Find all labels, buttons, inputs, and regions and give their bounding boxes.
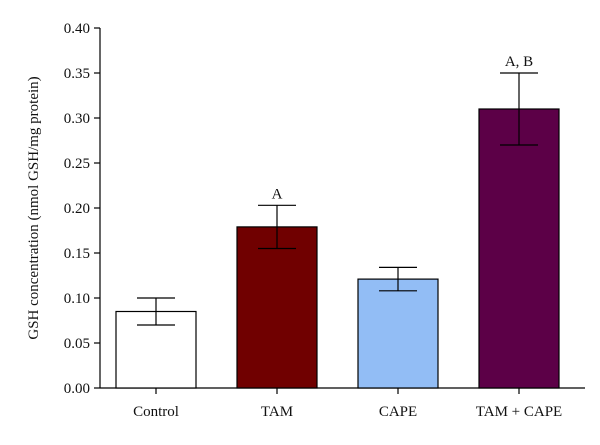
y-tick-label: 0.40	[64, 21, 90, 37]
x-tick-label: TAM + CAPE	[476, 404, 562, 420]
bar-tam-cape	[478, 108, 560, 389]
y-tick-label: 0.15	[64, 246, 90, 262]
x-tick-label: TAM	[261, 404, 293, 420]
significance-label: A, B	[505, 54, 533, 70]
bar-cape	[357, 278, 439, 389]
y-tick-label: 0.10	[64, 291, 90, 307]
y-tick-label: 0.25	[64, 156, 90, 172]
y-axis-title-group: GSH concentration (nmol GSH/mg protein)	[26, 76, 42, 339]
x-tick-label: CAPE	[379, 404, 417, 420]
y-tick-label: 0.30	[64, 111, 90, 127]
plot-area: 0.00 0.05 0.10 0.15 0.20 0.25 0.30 0.35 0.40 Cont…	[64, 21, 585, 420]
significance-label: A	[272, 186, 283, 202]
y-tick-label: 0.35	[64, 66, 90, 82]
bar-tam	[236, 226, 318, 389]
y-axis-title: GSH concentration (nmol GSH/mg protein)	[26, 76, 42, 339]
y-tick-label: 0.20	[64, 201, 90, 217]
y-tick-label: 0.05	[64, 336, 90, 352]
y-tick-label: 0.00	[64, 381, 90, 397]
x-tick-label: Control	[133, 404, 179, 420]
